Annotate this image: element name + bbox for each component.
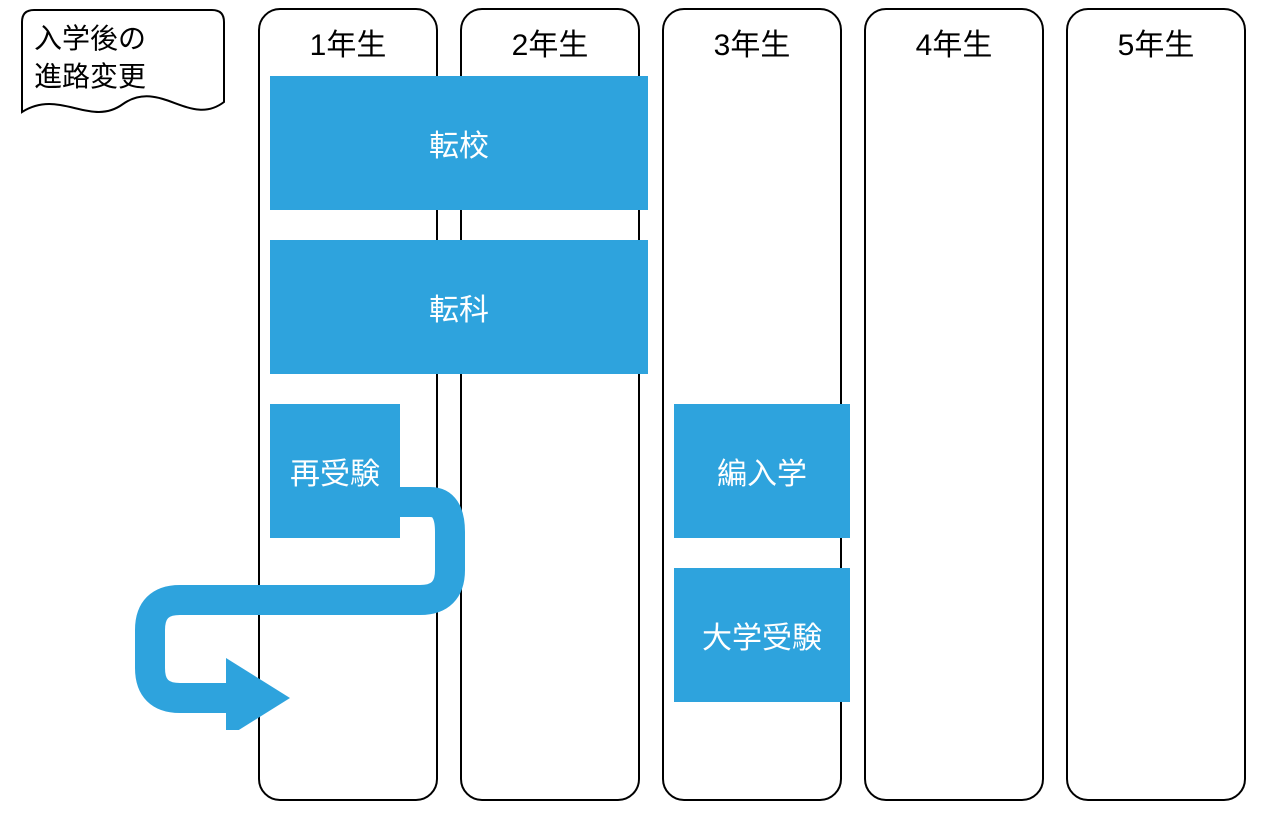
- year-column-4: 4年生: [864, 8, 1044, 801]
- title-line1: 入学後の: [34, 23, 146, 54]
- title-text: 入学後の 進路変更: [34, 20, 146, 96]
- bar-daigaku: 大学受験: [674, 568, 850, 702]
- diagram-canvas: 入学後の 進路変更 1年生2年生3年生4年生5年生転校転科再受験編入学大学受験: [0, 0, 1264, 831]
- bar-tenka: 転科: [270, 240, 648, 374]
- title-line2: 進路変更: [34, 61, 146, 92]
- bar-tenkou: 転校: [270, 76, 648, 210]
- retake-arrow: [130, 470, 470, 730]
- year-label-3: 3年生: [664, 20, 840, 64]
- year-label-5: 5年生: [1068, 20, 1244, 64]
- year-label-4: 4年生: [866, 20, 1042, 64]
- bar-hennyuu: 編入学: [674, 404, 850, 538]
- year-label-2: 2年生: [462, 20, 638, 64]
- year-column-5: 5年生: [1066, 8, 1246, 801]
- year-label-1: 1年生: [260, 20, 436, 64]
- title-tag: 入学後の 進路変更: [20, 8, 226, 136]
